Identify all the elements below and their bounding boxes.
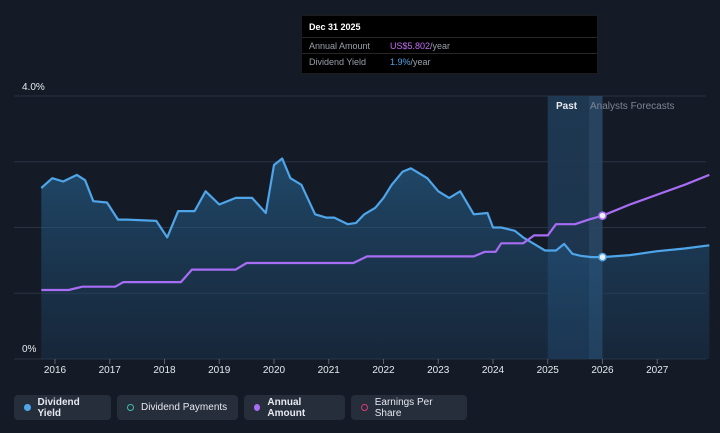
tooltip-value-number: 1.9% bbox=[390, 57, 411, 67]
legend-label: Annual Amount bbox=[267, 396, 306, 419]
tooltip-value: US$5.802/year bbox=[390, 41, 450, 51]
x-tick-label: 2022 bbox=[372, 365, 395, 376]
marker-point bbox=[598, 211, 607, 221]
dividend-yield-area bbox=[41, 158, 710, 359]
x-tick-label: 2020 bbox=[263, 365, 286, 376]
tooltip-value-unit: /year bbox=[410, 57, 431, 67]
legend-item-earnings-per-share[interactable]: Earnings Per Share bbox=[351, 395, 467, 420]
tooltip-date: Dec 31 2025 bbox=[309, 22, 361, 32]
x-tick-label: 2027 bbox=[646, 365, 669, 376]
x-tick-label: 2017 bbox=[99, 365, 122, 376]
marker-group bbox=[598, 211, 607, 262]
dividend-yield-line bbox=[40, 157, 710, 259]
x-tick-label: 2021 bbox=[318, 365, 341, 376]
forecast-region-label: Analysts Forecasts bbox=[590, 101, 674, 112]
tooltip-row-dividend-yield: Dividend Yield 1.9%/year bbox=[302, 53, 597, 70]
legend-item-dividend-payments[interactable]: Dividend Payments bbox=[117, 395, 238, 420]
legend-dot-icon bbox=[127, 404, 134, 411]
legend-label: Dividend Yield bbox=[37, 396, 80, 419]
past-region-label: Past bbox=[556, 101, 578, 112]
x-tick-label: 2018 bbox=[153, 365, 176, 376]
x-tick-label: 2023 bbox=[427, 365, 450, 376]
tooltip-label: Annual Amount bbox=[309, 41, 371, 51]
legend-label: Dividend Payments bbox=[141, 402, 228, 413]
legend-dot-icon bbox=[254, 404, 261, 411]
x-tick-label: 2026 bbox=[591, 365, 614, 376]
y-tick-label-bottom: 0% bbox=[22, 344, 37, 355]
tooltip-value-unit: /year bbox=[430, 41, 451, 51]
x-tick-label: 2016 bbox=[44, 365, 67, 376]
tooltip: Dec 31 2025 Annual Amount US$5.802/year … bbox=[301, 15, 598, 74]
tooltip-label: Dividend Yield bbox=[309, 57, 367, 67]
x-tick-label: 2019 bbox=[208, 365, 231, 376]
x-axis-ticks: 2016 2017 2018 2019 2020 2021 2022 2023 2024 2025… bbox=[44, 359, 669, 376]
y-tick-label-top: 4.0% bbox=[22, 82, 45, 93]
tooltip-value: 1.9%/year bbox=[390, 57, 431, 67]
marker-point bbox=[598, 252, 607, 262]
legend: Dividend Yield Dividend Payments Annual … bbox=[14, 395, 467, 420]
x-tick-label: 2024 bbox=[482, 365, 505, 376]
tooltip-value-number: US$5.802 bbox=[390, 41, 431, 51]
legend-label: Earnings Per Share bbox=[374, 396, 433, 419]
legend-dot-icon bbox=[24, 404, 31, 411]
legend-dot-icon bbox=[361, 404, 368, 411]
tooltip-row-annual-amount: Annual Amount US$5.802/year bbox=[302, 37, 597, 54]
legend-item-annual-amount[interactable]: Annual Amount bbox=[244, 395, 345, 420]
legend-item-dividend-yield[interactable]: Dividend Yield bbox=[14, 395, 111, 420]
x-tick-label: 2025 bbox=[537, 365, 560, 376]
